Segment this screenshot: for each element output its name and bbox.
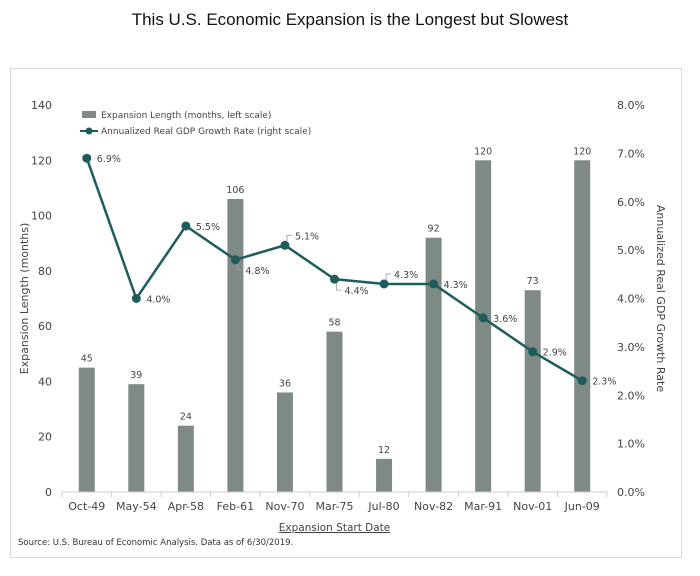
- gdp-label: 4.0%: [146, 295, 170, 306]
- gdp-point-nov-01: [528, 347, 538, 357]
- gdp-label: 4.3%: [394, 270, 418, 281]
- gdp-label-leader: [286, 234, 292, 242]
- gdp-point-mar-75: [330, 274, 339, 284]
- x-axis-title: Expansion Start Date: [279, 522, 391, 534]
- gdp-point-may-54: [131, 294, 141, 303]
- y2-tick-label: 3.0%: [617, 341, 645, 354]
- bar-nov-70: [276, 392, 293, 492]
- bar-series: [78, 160, 591, 493]
- bar-label: 24: [180, 412, 192, 423]
- y-tick-label: 0: [45, 486, 52, 499]
- y2-axis-title: Annualized Real GDP Growth Rate: [654, 205, 667, 392]
- x-tick-label: Nov-01: [513, 500, 552, 513]
- gdp-point-nov-82: [429, 279, 439, 289]
- bar-label: 120: [474, 146, 492, 157]
- gdp-label: 2.9%: [543, 348, 567, 359]
- bar-feb-61: [227, 198, 244, 492]
- bar-mar-91: [475, 160, 492, 493]
- bar-mar-75: [326, 331, 343, 492]
- x-tick-label: Jun-09: [564, 500, 600, 513]
- y-tick-label: 120: [31, 154, 52, 167]
- bar-jun-09: [574, 160, 591, 493]
- bar-label: 92: [428, 224, 440, 235]
- chart-frame: [10, 68, 682, 558]
- bar-label: 58: [328, 318, 340, 329]
- bar-may-54: [128, 384, 145, 492]
- source-note: Source: U.S. Bureau of Economic Analysis…: [18, 538, 294, 548]
- bar-label: 106: [226, 185, 244, 196]
- gdp-label: 3.6%: [493, 314, 517, 325]
- legend-line-marker: [85, 127, 93, 135]
- x-tick-label: Jul-80: [367, 500, 399, 513]
- x-tick-label: Mar-91: [464, 500, 502, 513]
- x-tick-label: Apr-58: [168, 500, 204, 513]
- legend-line-label: Annualized Real GDP Growth Rate (right s…: [101, 127, 311, 137]
- gdp-label: 2.3%: [592, 377, 616, 388]
- gdp-label: 4.8%: [245, 266, 269, 277]
- y-tick-label: 80: [38, 265, 52, 278]
- gdp-point-feb-61: [230, 255, 240, 265]
- gdp-label-leader: [385, 273, 392, 280]
- bar-label: 36: [279, 378, 291, 389]
- gdp-label: 5.5%: [196, 222, 220, 233]
- legend: Expansion Length (months, left scale) Ann…: [80, 111, 311, 137]
- y2-tick-label: 4.0%: [617, 293, 645, 306]
- gdp-label-leader: [336, 283, 342, 291]
- bar-label: 45: [81, 354, 93, 365]
- gdp-point-oct-49: [82, 153, 92, 163]
- y-tick-label: 20: [38, 431, 52, 444]
- gdp-label: 4.4%: [345, 286, 369, 297]
- gdp-point-apr-58: [181, 221, 191, 231]
- gdp-label: 4.3%: [444, 280, 468, 291]
- x-tick-label: Nov-70: [265, 500, 304, 513]
- bar-label: 12: [378, 445, 390, 456]
- gdp-label: 6.9%: [97, 154, 121, 165]
- bar-label: 39: [130, 370, 142, 381]
- x-tick-label: May-54: [116, 500, 157, 513]
- y2-tick-label: 5.0%: [617, 244, 645, 257]
- y2-tick-label: 8.0%: [617, 99, 645, 112]
- bar-apr-58: [177, 425, 194, 492]
- y2-tick-label: 0.0%: [617, 486, 645, 499]
- gdp-label-leader: [237, 263, 243, 271]
- x-tick-label: Oct-49: [68, 500, 105, 513]
- bar-label: 73: [527, 276, 539, 287]
- gdp-point-jul-80: [379, 279, 389, 289]
- gdp-point-mar-91: [478, 313, 488, 323]
- y-axis-title: Expansion Length (months): [18, 223, 31, 375]
- y2-tick-label: 2.0%: [617, 389, 645, 402]
- y2-tick-label: 7.0%: [617, 147, 645, 160]
- bar-jul-80: [376, 458, 393, 492]
- gdp-point-nov-70: [280, 240, 290, 250]
- y-tick-label: 140: [31, 99, 52, 112]
- bar-oct-49: [78, 367, 95, 492]
- y-tick-label: 60: [38, 320, 52, 333]
- bar-nov-82: [425, 237, 442, 492]
- bar-value-labels: 45 39 24 106 36 58 12 92 120 73 120: [81, 146, 592, 456]
- y-tick-label: 100: [31, 210, 52, 223]
- gdp-label: 5.1%: [295, 231, 319, 242]
- bar-label: 120: [573, 146, 591, 157]
- y2-tick-label: 1.0%: [617, 438, 645, 451]
- legend-bar-label: Expansion Length (months, left scale): [101, 111, 271, 121]
- x-tick-label: Feb-61: [217, 500, 254, 513]
- y2-tick-label: 6.0%: [617, 196, 645, 209]
- line-series: 6.9% 4.0% 5.5% 4.8% 5.1% 4.4% 4.3% 4.3% 3.6% 2.9%…: [82, 153, 616, 388]
- gdp-point-jun-09: [577, 376, 587, 386]
- bar-nov-01: [524, 290, 541, 492]
- chart-title: This U.S. Economic Expansion is the Long…: [131, 10, 569, 29]
- axes: Oct-49 May-54 Apr-58 Feb-61 Nov-70 Mar-75 Jul-…: [18, 99, 667, 534]
- y-tick-label: 40: [38, 375, 52, 388]
- legend-bar-swatch: [82, 111, 96, 118]
- x-tick-label: Mar-75: [315, 500, 353, 513]
- x-tick-label: Nov-82: [414, 500, 453, 513]
